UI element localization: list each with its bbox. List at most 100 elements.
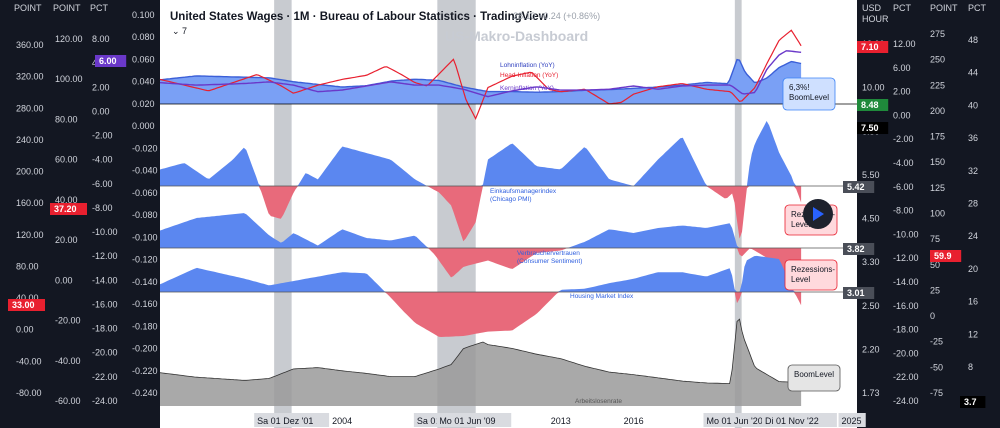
series-label-0: Lohninflation (YoY) [500,62,555,69]
left-axis-tick-2-11: -16.00 [92,299,118,309]
left-axis-tick-0-3: 240.00 [16,135,44,145]
quote-change: 28.10 +0.24 (+0.86%) [513,11,600,21]
left-axis-tick-0-11: -80.00 [16,388,42,398]
right-axis-tick-1-1: 6.00 [893,63,911,73]
left-axis-tick-1-3: 60.00 [55,155,78,165]
series-labels: Lohninflation (YoY) Head-Inflation (YoY) K… [490,62,634,405]
right-axis-tick-3-2: 40 [968,100,978,110]
left-axis-tick-3-11: -0.120 [132,255,158,265]
core-inflation-line [159,50,802,98]
time-marker-bg-7 [838,413,866,427]
series-label-8: Arbeitslosenrate [575,398,622,405]
left-axis-tick-0-2: 280.00 [16,103,44,113]
price-tag-6: 59.9 [934,251,952,261]
left-axis-header-2: PCT [90,3,109,13]
right-axis-tick-3-10: 8 [968,362,973,372]
annotation-line2-0: BoomLevel [789,93,829,102]
wage-inflation-line [159,58,802,93]
head-inflation-line [159,29,802,121]
left-price-axes[interactable]: POINT 360.00 320.00 280.00 240.00 200.00 160.0… [14,3,158,406]
time-marker-6: Di 01 Nov '22 [765,416,819,426]
sentiment-area-down [160,248,802,283]
price-tag-7: 3.7 [964,397,977,407]
left-axis-tick-2-4: -2.00 [92,131,113,141]
left-axis-tick-2-15: -24.00 [92,396,118,406]
price-tag-bg-1 [857,99,889,111]
left-axis-tick-0-8: 40.00 [16,293,39,303]
zero-lines [160,103,857,293]
annotation-line2-2: Level [791,275,810,284]
right-axis-tick-3-6: 24 [968,231,978,241]
housing-area-up [160,255,802,292]
right-axis-tick-1-10: -14.00 [893,277,919,287]
right-axis-tick-1-11: -16.00 [893,301,919,311]
right-axis-tick-1-0: 12.00 [893,39,916,49]
annotation-box-0 [782,77,836,111]
price-tag-5: 3.01 [847,288,865,298]
indicators-toggle[interactable]: ⌄ 7 [172,26,187,36]
time-marker-1: Sa 01 Dez '01 [257,416,313,426]
right-axis-tick-1-6: -6.00 [893,182,914,192]
unemployment-line [159,318,802,385]
replay-play-button[interactable] [803,199,833,229]
series-label-3: Einkaufsmanagerindex [490,188,557,195]
time-marker-2: Sa 01 De [417,416,455,426]
right-axis-tick-2-0: 275 [930,29,945,39]
price-tag-bg-9 [50,203,87,215]
left-axis-tick-2-13: -20.00 [92,348,118,358]
series-label-4: (Chicago PMI) [490,196,532,203]
right-axis-tick-1-9: -12.00 [893,253,919,263]
left-axis-tick-3-17: -0.240 [132,388,158,398]
price-tag-bg-8 [95,55,127,67]
left-axis-tick-2-7: -8.00 [92,203,113,213]
price-tag-bg-0 [857,41,889,53]
housing-area-down [160,292,802,337]
left-axis-tick-3-3: 0.040 [132,77,155,87]
time-tick-0: 2004 [332,416,352,426]
right-axis-tick-0-8: 1.73 [862,388,880,398]
price-tag-bg-5 [843,287,875,299]
left-axis-tick-2-2: 2.00 [92,82,110,92]
right-axis-tick-2-13: -50 [930,362,943,372]
right-axis-tick-2-11: 0 [930,311,935,321]
left-axis-tick-2-6: -6.00 [92,179,113,189]
left-axis-tick-2-3: 0.00 [92,106,110,116]
right-axis-tick-1-2: 2.00 [893,87,911,97]
right-axis-tick-1-8: -10.00 [893,229,919,239]
left-axis-tick-3-15: -0.200 [132,344,158,354]
left-axis-tick-2-0: 8.00 [92,34,110,44]
right-axis-tick-1-7: -8.00 [893,206,914,216]
wage-inflation-area-up [160,59,802,104]
right-axis-tick-0-1: 10.00 [862,83,885,93]
price-tag-bg-7 [960,396,986,408]
right-axis-tick-2-14: -75 [930,388,943,398]
annotation-line2-1: Level [791,220,810,229]
left-axis-tick-1-2: 80.00 [55,114,78,124]
left-axis-tick-3-10: -0.100 [132,232,158,242]
right-axis-tick-2-6: 125 [930,183,945,193]
price-tag-1: 8.48 [861,100,879,110]
left-axis-tick-3-0: 0.100 [132,10,155,20]
right-axis-tick-1-5: -4.00 [893,158,914,168]
left-axis-tick-2-12: -18.00 [92,324,118,334]
right-axis-tick-1-14: -22.00 [893,372,919,382]
time-marker-bg-6 [761,413,837,427]
right-axis-tick-2-4: 175 [930,132,945,142]
left-axis-tick-3-14: -0.180 [132,321,158,331]
right-axis-tick-3-1: 44 [968,68,978,78]
price-tag-bg-6 [930,250,962,262]
left-axis-tick-0-0: 360.00 [16,40,44,50]
left-axis-tick-1-1: 100.00 [55,74,83,84]
time-marker-bg-5 [703,413,779,427]
right-axis-tick-3-7: 20 [968,264,978,274]
right-price-axes[interactable]: USDHOUR12.0010.006.505.504.503.302.502.2… [862,3,987,406]
left-axis-tick-3-1: 0.080 [132,32,155,42]
annotation-box-3 [787,364,841,392]
left-axis-tick-0-5: 160.00 [16,198,44,208]
left-axis-header-1: POINT [53,3,81,13]
left-axis-header-0: POINT [14,3,42,13]
left-axis-tick-1-9: -60.00 [55,396,81,406]
